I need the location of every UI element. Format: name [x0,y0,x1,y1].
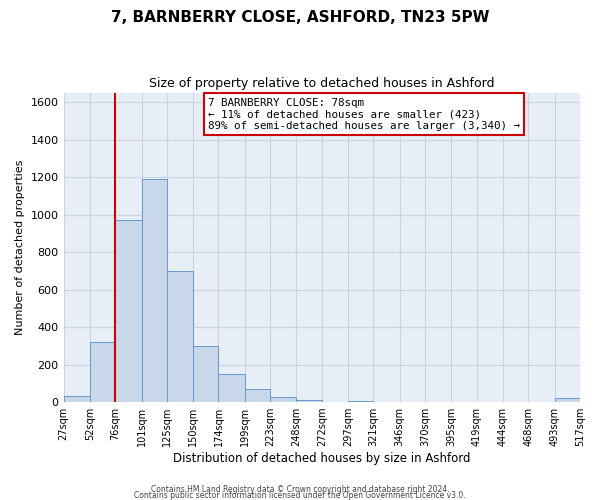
Text: Contains HM Land Registry data © Crown copyright and database right 2024.: Contains HM Land Registry data © Crown c… [151,484,449,494]
Bar [245,389,270,402]
Bar [270,398,296,402]
Title: Size of property relative to detached houses in Ashford: Size of property relative to detached ho… [149,78,494,90]
X-axis label: Distribution of detached houses by size in Ashford: Distribution of detached houses by size … [173,452,470,465]
Bar [348,401,373,402]
Text: Contains public sector information licensed under the Open Government Licence v3: Contains public sector information licen… [134,490,466,500]
Bar [193,346,218,402]
Bar [142,179,167,402]
Bar [64,396,90,402]
Bar [218,374,245,402]
Text: 7, BARNBERRY CLOSE, ASHFORD, TN23 5PW: 7, BARNBERRY CLOSE, ASHFORD, TN23 5PW [111,10,489,25]
Bar [167,271,193,402]
Y-axis label: Number of detached properties: Number of detached properties [15,160,25,336]
Bar [555,398,580,402]
Bar [115,220,142,402]
Bar [90,342,115,402]
Bar [296,400,322,402]
Text: 7 BARNBERRY CLOSE: 78sqm
← 11% of detached houses are smaller (423)
89% of semi-: 7 BARNBERRY CLOSE: 78sqm ← 11% of detach… [208,98,520,131]
